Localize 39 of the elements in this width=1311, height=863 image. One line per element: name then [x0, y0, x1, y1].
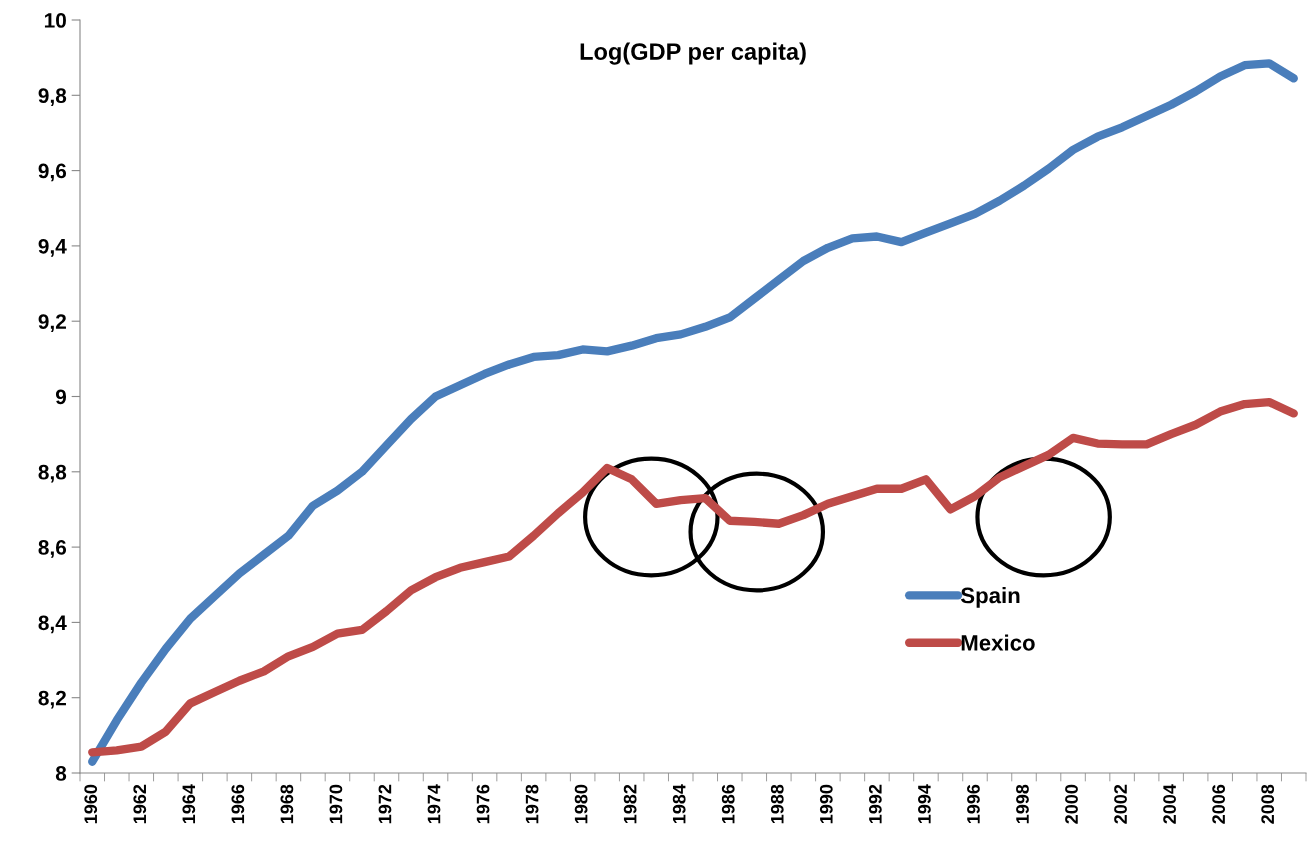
x-tick-label: 1966	[231, 784, 245, 824]
x-tick-label: 1992	[868, 784, 882, 824]
x-tick-label: 1964	[182, 784, 196, 824]
x-tick-label: 2008	[1261, 784, 1275, 824]
x-tick-label: 1984	[672, 784, 686, 824]
x-tick-label: 1990	[819, 784, 833, 824]
x-tick-label: 1970	[329, 784, 343, 824]
y-tick-label: 8,8	[38, 464, 67, 483]
x-tick-label: 1974	[427, 784, 441, 824]
x-tick-label: 1978	[525, 784, 539, 824]
y-tick-label: 9,8	[38, 88, 67, 107]
y-tick-label: 8,2	[38, 690, 66, 709]
y-tick-label: 8,6	[38, 540, 67, 558]
x-tick-label: 1976	[476, 784, 490, 824]
y-tick-label: 8,4	[38, 615, 67, 634]
x-tick-label: 1968	[280, 784, 294, 824]
x-tick-label: 1986	[721, 784, 735, 824]
y-tick-label: 8	[55, 766, 67, 781]
x-tick-label: 1962	[133, 784, 147, 824]
legend-label: Spain	[960, 587, 1020, 608]
x-tick-label: 1960	[84, 784, 98, 824]
x-tick-label: 1980	[574, 784, 588, 824]
legend-label: Mexico	[961, 634, 1035, 651]
x-tick-label: 2000	[1065, 784, 1078, 824]
x-tick-label: 1982	[623, 784, 637, 824]
x-tick-label: 1988	[770, 784, 784, 824]
x-tick-label: 1998	[1016, 784, 1029, 824]
y-tick-label: 9,4	[38, 238, 67, 257]
y-tick-label: 10	[44, 13, 66, 28]
x-tick-label: 1996	[967, 784, 980, 824]
x-tick-label: 2006	[1212, 784, 1226, 824]
y-tick-label: 9,2	[38, 314, 66, 332]
text: Log(GDP per capita)	[580, 42, 806, 65]
x-tick-label: 1994	[918, 784, 931, 824]
x-tick-label: 1972	[378, 784, 392, 824]
x-tick-label: 2002	[1114, 784, 1127, 824]
y-tick-label: 9	[55, 389, 67, 405]
x-tick-label: 2004	[1163, 784, 1176, 824]
y-tick-label: 9,6	[38, 163, 67, 182]
